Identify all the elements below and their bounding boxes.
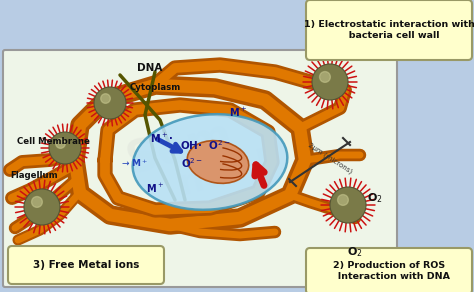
Circle shape <box>24 189 60 225</box>
Text: M$^+$: M$^+$ <box>229 105 247 119</box>
Text: OH·  O$^{2-}$: OH· O$^{2-}$ <box>180 138 230 152</box>
Circle shape <box>94 87 126 119</box>
Text: M$^+$·: M$^+$· <box>150 131 173 145</box>
Text: O$_2$: O$_2$ <box>367 191 383 205</box>
Circle shape <box>330 187 366 223</box>
Text: $\rightarrow$M$^+$: $\rightarrow$M$^+$ <box>120 157 148 169</box>
Circle shape <box>337 194 348 205</box>
Circle shape <box>32 197 42 207</box>
Text: Flagellum: Flagellum <box>10 171 58 180</box>
Text: 1) Electrostatic interaction with
   bacteria cell wall: 1) Electrostatic interaction with bacter… <box>303 20 474 40</box>
FancyBboxPatch shape <box>306 0 472 60</box>
Text: 3) Free Metal ions: 3) Free Metal ions <box>33 260 139 270</box>
Text: Cell Membrane: Cell Membrane <box>17 138 90 147</box>
Circle shape <box>49 132 81 164</box>
Text: O$^{2-}$: O$^{2-}$ <box>181 156 203 170</box>
Text: not F: not F <box>175 142 285 202</box>
Text: Sem: Sem <box>122 113 238 183</box>
FancyBboxPatch shape <box>306 248 472 292</box>
Ellipse shape <box>187 141 249 183</box>
Text: Cytoplasm: Cytoplasm <box>130 84 181 93</box>
FancyBboxPatch shape <box>3 50 397 287</box>
FancyBboxPatch shape <box>8 246 164 284</box>
Ellipse shape <box>133 114 287 210</box>
Circle shape <box>56 139 65 148</box>
Text: O$_2$: O$_2$ <box>347 245 363 259</box>
Text: 2μm (microns): 2μm (microns) <box>307 141 353 175</box>
Text: 2) Production of ROS
   Interaction with DNA: 2) Production of ROS Interaction with DN… <box>328 260 450 281</box>
Circle shape <box>312 64 348 100</box>
Text: DNA: DNA <box>137 63 163 73</box>
Circle shape <box>100 94 110 103</box>
Text: M$^+$: M$^+$ <box>146 181 164 194</box>
Circle shape <box>319 72 330 82</box>
